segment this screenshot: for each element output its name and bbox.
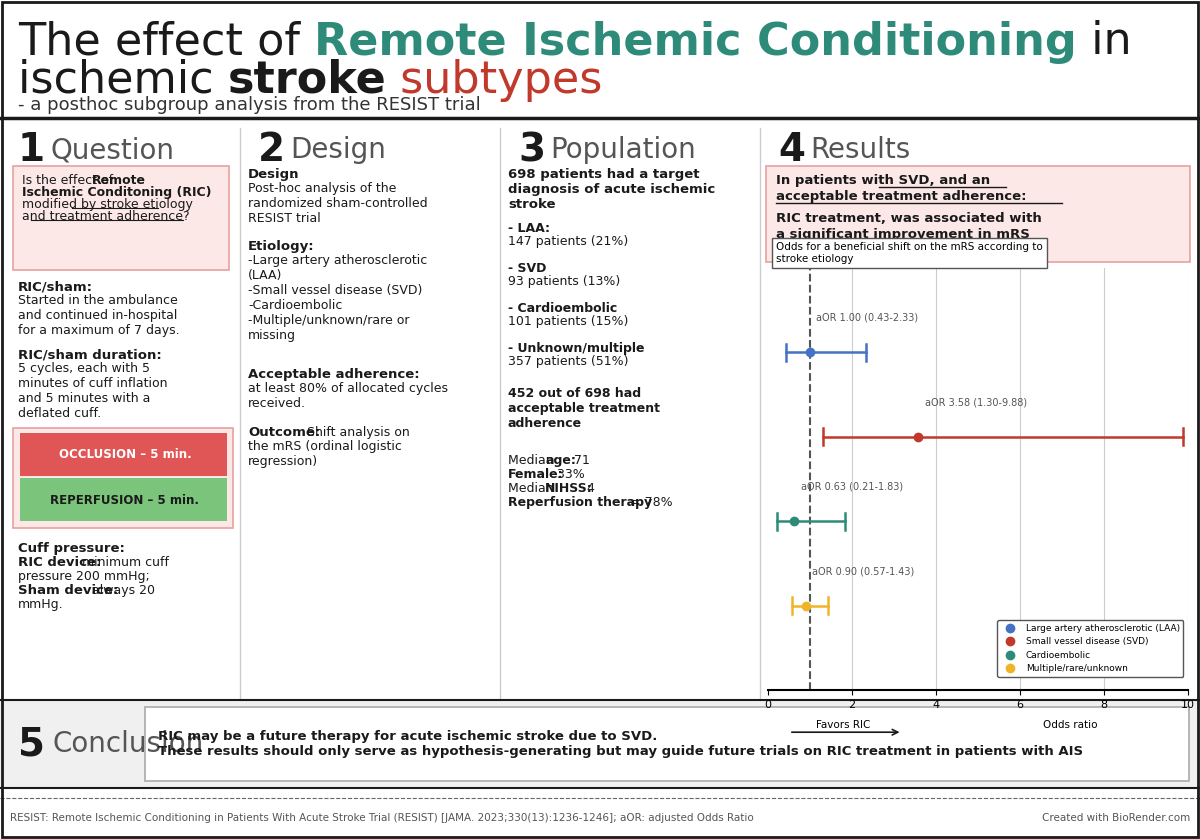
- Text: the mRS (ordinal logistic
regression): the mRS (ordinal logistic regression): [248, 440, 402, 468]
- Text: Odds ratio: Odds ratio: [1043, 720, 1098, 730]
- Text: 93 patients (13%): 93 patients (13%): [508, 275, 620, 288]
- Text: 1: 1: [18, 131, 46, 169]
- Text: Reperfusion therapy: Reperfusion therapy: [508, 496, 652, 509]
- Text: RIC treatment, was associated with: RIC treatment, was associated with: [776, 212, 1042, 225]
- Legend: Large artery atherosclerotic (LAA), Small vessel disease (SVD), Cardioembolic, M: Large artery atherosclerotic (LAA), Smal…: [997, 620, 1183, 677]
- Text: Favors RIC: Favors RIC: [816, 720, 871, 730]
- Text: 4: 4: [583, 482, 595, 495]
- Text: 452 out of 698 had
acceptable treatment
adherence: 452 out of 698 had acceptable treatment …: [508, 387, 660, 430]
- FancyBboxPatch shape: [13, 428, 233, 528]
- Text: Median: Median: [508, 454, 558, 467]
- Text: 698 patients had a target
diagnosis of acute ischemic
stroke: 698 patients had a target diagnosis of a…: [508, 168, 715, 211]
- Text: = 78%: = 78%: [626, 496, 673, 509]
- Text: Remote: Remote: [92, 174, 146, 187]
- Text: Median: Median: [508, 482, 558, 495]
- Text: 33%: 33%: [553, 468, 584, 481]
- Text: Started in the ambulance
and continued in-hospital
for a maximum of 7 days.: Started in the ambulance and continued i…: [18, 294, 180, 337]
- Text: acceptable treatment adherence:: acceptable treatment adherence:: [776, 190, 1026, 203]
- Text: Design: Design: [290, 136, 386, 164]
- Bar: [0, 0, 1200, 118]
- Text: aOR 0.63 (0.21-1.83): aOR 0.63 (0.21-1.83): [800, 482, 902, 492]
- Text: aOR 1.00 (0.43-2.33): aOR 1.00 (0.43-2.33): [816, 313, 918, 323]
- FancyBboxPatch shape: [766, 166, 1190, 262]
- Text: Is the effect of: Is the effect of: [22, 174, 118, 187]
- Text: - a posthoc subgroup analysis from the RESIST trial: - a posthoc subgroup analysis from the R…: [18, 96, 481, 114]
- Text: NIHSS:: NIHSS:: [545, 482, 593, 495]
- Text: REPERFUSION – 5 min.: REPERFUSION – 5 min.: [50, 493, 199, 507]
- Text: a significant improvement in mRS: a significant improvement in mRS: [776, 228, 1030, 241]
- Text: Odds for a beneficial shift on the mRS according to
stroke etiology: Odds for a beneficial shift on the mRS a…: [776, 242, 1043, 263]
- Text: and treatment adherence?: and treatment adherence?: [22, 210, 190, 223]
- Text: in: in: [1076, 20, 1132, 64]
- Text: ischemic: ischemic: [18, 59, 228, 102]
- Text: Ischemic Conditoning (RIC): Ischemic Conditoning (RIC): [22, 186, 211, 199]
- Text: - LAA:: - LAA:: [508, 222, 550, 235]
- Text: at least 80% of allocated cycles
received.: at least 80% of allocated cycles receive…: [248, 382, 448, 410]
- Text: stroke: stroke: [228, 59, 386, 102]
- Text: Post-hoc analysis of the
randomized sham-controlled
RESIST trial: Post-hoc analysis of the randomized sham…: [248, 182, 427, 225]
- Text: Question: Question: [50, 136, 174, 164]
- Text: Outcome:: Outcome:: [248, 426, 320, 439]
- Text: at 90 days: at 90 days: [776, 244, 853, 257]
- Text: 4: 4: [778, 131, 805, 169]
- Text: pressure 200 mmHg;: pressure 200 mmHg;: [18, 570, 150, 583]
- Text: aOR 0.90 (0.57-1.43): aOR 0.90 (0.57-1.43): [812, 566, 914, 576]
- Text: aOR 3.58 (1.30-9.88): aOR 3.58 (1.30-9.88): [925, 397, 1027, 407]
- Text: - Cardioembolic: - Cardioembolic: [508, 302, 617, 315]
- Text: 71: 71: [570, 454, 590, 467]
- Bar: [0, 700, 1200, 788]
- Text: RIC/sham duration:: RIC/sham duration:: [18, 348, 162, 361]
- Text: 101 patients (15%): 101 patients (15%): [508, 315, 629, 328]
- Text: Cuff pressure:: Cuff pressure:: [18, 542, 125, 555]
- Text: age:: age:: [545, 454, 576, 467]
- Text: mmHg.: mmHg.: [18, 598, 64, 611]
- Text: - Unknown/multiple: - Unknown/multiple: [508, 342, 644, 355]
- FancyBboxPatch shape: [13, 166, 229, 270]
- Text: 5: 5: [18, 725, 46, 763]
- Text: - SVD: - SVD: [508, 262, 546, 275]
- Text: modified by stroke etiology: modified by stroke etiology: [22, 198, 193, 211]
- Text: OCCLUSION – 5 min.: OCCLUSION – 5 min.: [59, 449, 191, 461]
- Text: 147 patients (21%): 147 patients (21%): [508, 235, 629, 248]
- Text: Conclusion: Conclusion: [52, 730, 203, 758]
- Text: Remote Ischemic Conditioning: Remote Ischemic Conditioning: [314, 20, 1076, 64]
- Text: 3: 3: [518, 131, 545, 169]
- Text: Female:: Female:: [508, 468, 564, 481]
- Text: RIC device:: RIC device:: [18, 556, 101, 569]
- FancyBboxPatch shape: [145, 707, 1189, 781]
- Bar: [20, 478, 227, 521]
- Text: In patients with SVD, and an: In patients with SVD, and an: [776, 174, 990, 187]
- Text: Results: Results: [810, 136, 911, 164]
- Text: 357 patients (51%): 357 patients (51%): [508, 355, 629, 368]
- Text: Created with BioRender.com: Created with BioRender.com: [1042, 813, 1190, 823]
- Text: Etiology:: Etiology:: [248, 240, 314, 253]
- Text: Shift analysis on: Shift analysis on: [302, 426, 409, 439]
- Text: 5 cycles, each with 5
minutes of cuff inflation
and 5 minutes with a
deflated cu: 5 cycles, each with 5 minutes of cuff in…: [18, 362, 168, 420]
- Text: RIC may be a future therapy for acute ischemic stroke due to SVD.
These results : RIC may be a future therapy for acute is…: [158, 730, 1084, 758]
- Text: -Large artery atherosclerotic
(LAA)
-Small vessel disease (SVD)
-Cardioembolic
-: -Large artery atherosclerotic (LAA) -Sma…: [248, 254, 427, 342]
- Text: always 20: always 20: [88, 584, 155, 597]
- Text: subtypes: subtypes: [386, 59, 602, 102]
- Text: The effect of: The effect of: [18, 20, 314, 64]
- Text: Sham device:: Sham device:: [18, 584, 119, 597]
- Text: :: :: [292, 168, 295, 181]
- Text: Acceptable adherence:: Acceptable adherence:: [248, 368, 420, 381]
- Text: RIC/sham:: RIC/sham:: [18, 280, 94, 293]
- Text: Design: Design: [248, 168, 300, 181]
- Text: 2: 2: [258, 131, 286, 169]
- Text: Population: Population: [550, 136, 696, 164]
- Text: RESIST: Remote Ischemic Conditioning in Patients With Acute Stroke Trial (RESIST: RESIST: Remote Ischemic Conditioning in …: [10, 813, 754, 823]
- Text: minimum cuff: minimum cuff: [78, 556, 169, 569]
- Bar: [20, 433, 227, 476]
